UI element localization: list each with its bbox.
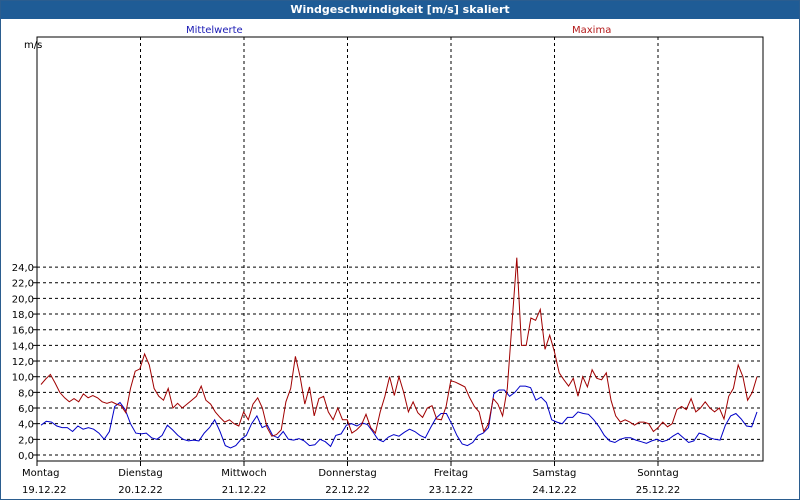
x-date-label: 20.12.22 [118,485,163,496]
x-day-label: Montag [22,468,59,479]
x-date-label: 21.12.22 [222,485,267,496]
y-tick-label: 0,0 [18,451,34,462]
y-axis-unit: m/s [24,40,43,51]
x-day-label: Mittwoch [221,468,266,479]
y-tick-label: 6,0 [18,404,34,415]
x-day-label: Freitag [434,468,468,479]
x-day-label: Donnerstag [318,468,376,479]
x-day-label: Dienstag [118,468,163,479]
x-date-label: 25.12.22 [636,485,681,496]
x-date-label: 19.12.22 [22,485,67,496]
y-tick-label: 8,0 [18,388,34,399]
legend-mittelwerte: Mittelwerte [186,25,243,36]
y-tick-label: 12,0 [12,357,34,368]
y-tick-label: 14,0 [12,341,34,352]
x-date-label: 22.12.22 [325,485,370,496]
y-tick-label: 18,0 [12,310,34,321]
grid-lines [37,37,763,461]
y-tick-label: 24,0 [12,263,34,274]
series-maxima-line [40,257,758,437]
plot-frame [36,36,764,462]
y-axis: 0,0 2,0 4,0 6,0 8,0 10,0 12,0 14,0 16,0 18,0 20,0 2… [12,263,37,462]
y-tick-label: 22,0 [12,279,34,290]
y-tick-label: 16,0 [12,326,34,337]
x-date-label: 23.12.22 [429,485,474,496]
y-tick-label: 2,0 [18,435,34,446]
series-mittelwerte-line [40,385,758,449]
y-tick-label: 4,0 [18,420,34,431]
x-day-label: Samstag [533,468,577,479]
series-lines [40,257,758,449]
y-tick-label: 10,0 [12,373,34,384]
x-date-label: 24.12.22 [532,485,577,496]
y-tick-label: 20,0 [12,294,34,305]
x-day-label: Sonntag [637,468,679,479]
legend-maxima: Maxima [572,25,612,36]
window-title: Windgeschwindigkeit [m/s] skaliert [1,1,799,19]
x-axis: Montag 19.12.22 Dienstag 20.12.22 Mittwoch 21… [22,461,680,496]
